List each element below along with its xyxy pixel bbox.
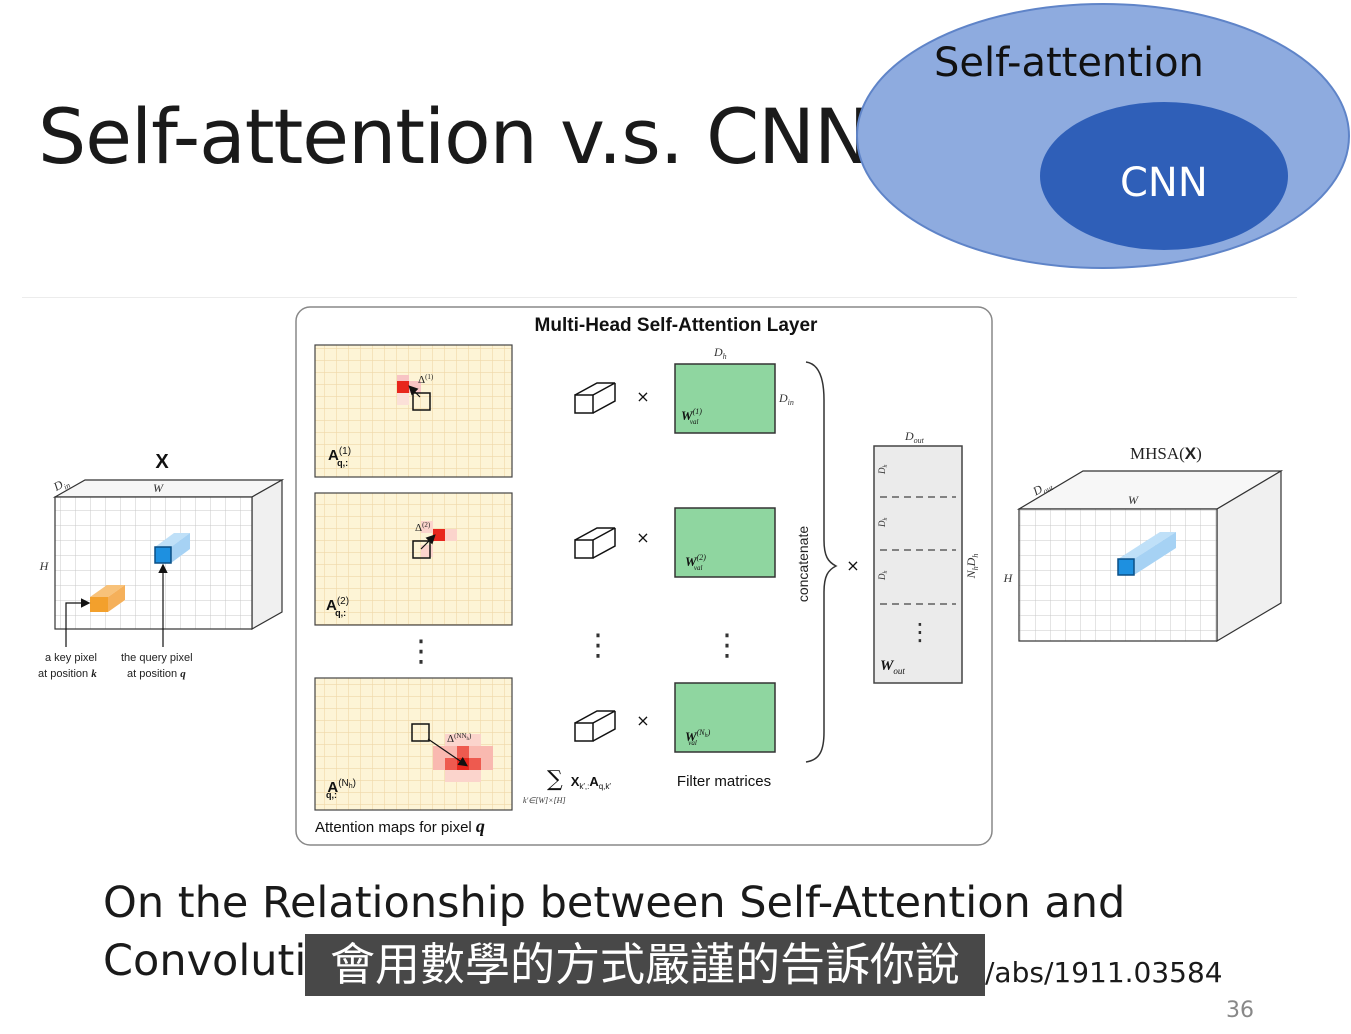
wout-side-label: NhDh — [964, 554, 980, 580]
output-label: MHSA(X) — [1130, 444, 1202, 463]
page-number: 36 — [1226, 998, 1254, 1023]
filter-dim-right: Din — [778, 391, 794, 407]
input-label: X — [155, 451, 169, 473]
venn-outer-label: Self-attention — [934, 40, 1204, 86]
wout-dim-top: Dout — [904, 429, 925, 445]
delta-label-1: Δ(1) — [418, 373, 434, 386]
delta-label-3: Δ(NNh) — [447, 732, 472, 745]
reference-line-2: Convoluti — [103, 936, 307, 986]
times-3: × — [636, 711, 649, 730]
filter-matrix-2 — [674, 507, 776, 578]
filter-matrix-1 — [674, 363, 776, 434]
input-tensor — [52, 478, 285, 647]
attention-dots: ⋮ — [406, 634, 436, 669]
query-pixel-caption: the query pixel at position q — [121, 652, 196, 680]
attention-map-1 — [314, 344, 513, 478]
filter-dim-top: Dh — [713, 345, 727, 361]
panel-title: Multi-Head Self-Attention Layer — [535, 315, 819, 336]
separator-line — [22, 297, 1297, 298]
query-pixel — [154, 546, 172, 564]
times-1: × — [636, 387, 649, 406]
filter-label-1: W(1) val — [681, 407, 702, 426]
reference-url[interactable]: /abs/1911.03584 — [985, 956, 1223, 989]
wout-block-label-3: Dh — [877, 571, 889, 582]
attention-maps-caption: Attention maps for pixel q — [315, 816, 485, 836]
video-subtitle: 會用數學的方式嚴謹的告訴你說 — [305, 934, 985, 996]
filter-caption: Filter matrices — [677, 773, 771, 790]
cube-2 — [574, 527, 616, 559]
concatenate-label: concatenate — [795, 526, 811, 602]
cube-dots: ⋮ — [583, 628, 613, 663]
wout-label: Wout — [880, 658, 905, 676]
cube-1 — [574, 382, 616, 414]
wout-dots: ⋮ — [908, 618, 932, 646]
wout-matrix — [873, 445, 963, 684]
venn-inner-label: CNN — [1120, 160, 1208, 206]
filter-dots: ⋮ — [712, 628, 742, 663]
slide-title: Self-attention v.s. CNN — [38, 92, 871, 181]
delta-label-2: Δ(2) — [415, 521, 431, 534]
wout-block-label-2: Dh — [877, 518, 889, 529]
wout-block-label-1: Dh — [877, 465, 889, 476]
times-4: × — [846, 556, 859, 575]
attention-map-2 — [314, 492, 513, 626]
input-dim-h: H — [39, 559, 50, 573]
sum-subscript: k′∈[W]×[H] — [523, 796, 566, 805]
input-dim-w: W — [153, 481, 164, 495]
attention-map-label-1: A(1) q,: — [328, 446, 351, 468]
attention-map-3 — [314, 677, 513, 811]
venn-inner-ellipse — [1040, 102, 1288, 250]
key-pixel — [90, 597, 108, 612]
reference-line-1: On the Relationship between Self-Attenti… — [103, 878, 1126, 928]
filter-matrix-3 — [674, 682, 776, 753]
sum-formula: ∑ Xk′,:Aq,k′ — [547, 767, 611, 792]
output-dim-w: W — [1128, 493, 1139, 507]
filter-label-2: W(2) val — [685, 553, 706, 572]
cube-3 — [574, 710, 616, 742]
venn-diagram — [856, 3, 1350, 269]
times-2: × — [636, 528, 649, 547]
filter-label-3: W(Nh) val — [685, 728, 711, 747]
attention-map-label-3: A(Nh) q,: — [326, 778, 356, 800]
key-pixel-caption: a key pixel at position k — [38, 652, 100, 680]
attention-map-label-2: A(2) q,: — [326, 596, 349, 618]
output-dim-h: H — [1003, 571, 1014, 585]
concatenate-brace — [805, 361, 838, 763]
output-tensor — [1016, 469, 1284, 643]
